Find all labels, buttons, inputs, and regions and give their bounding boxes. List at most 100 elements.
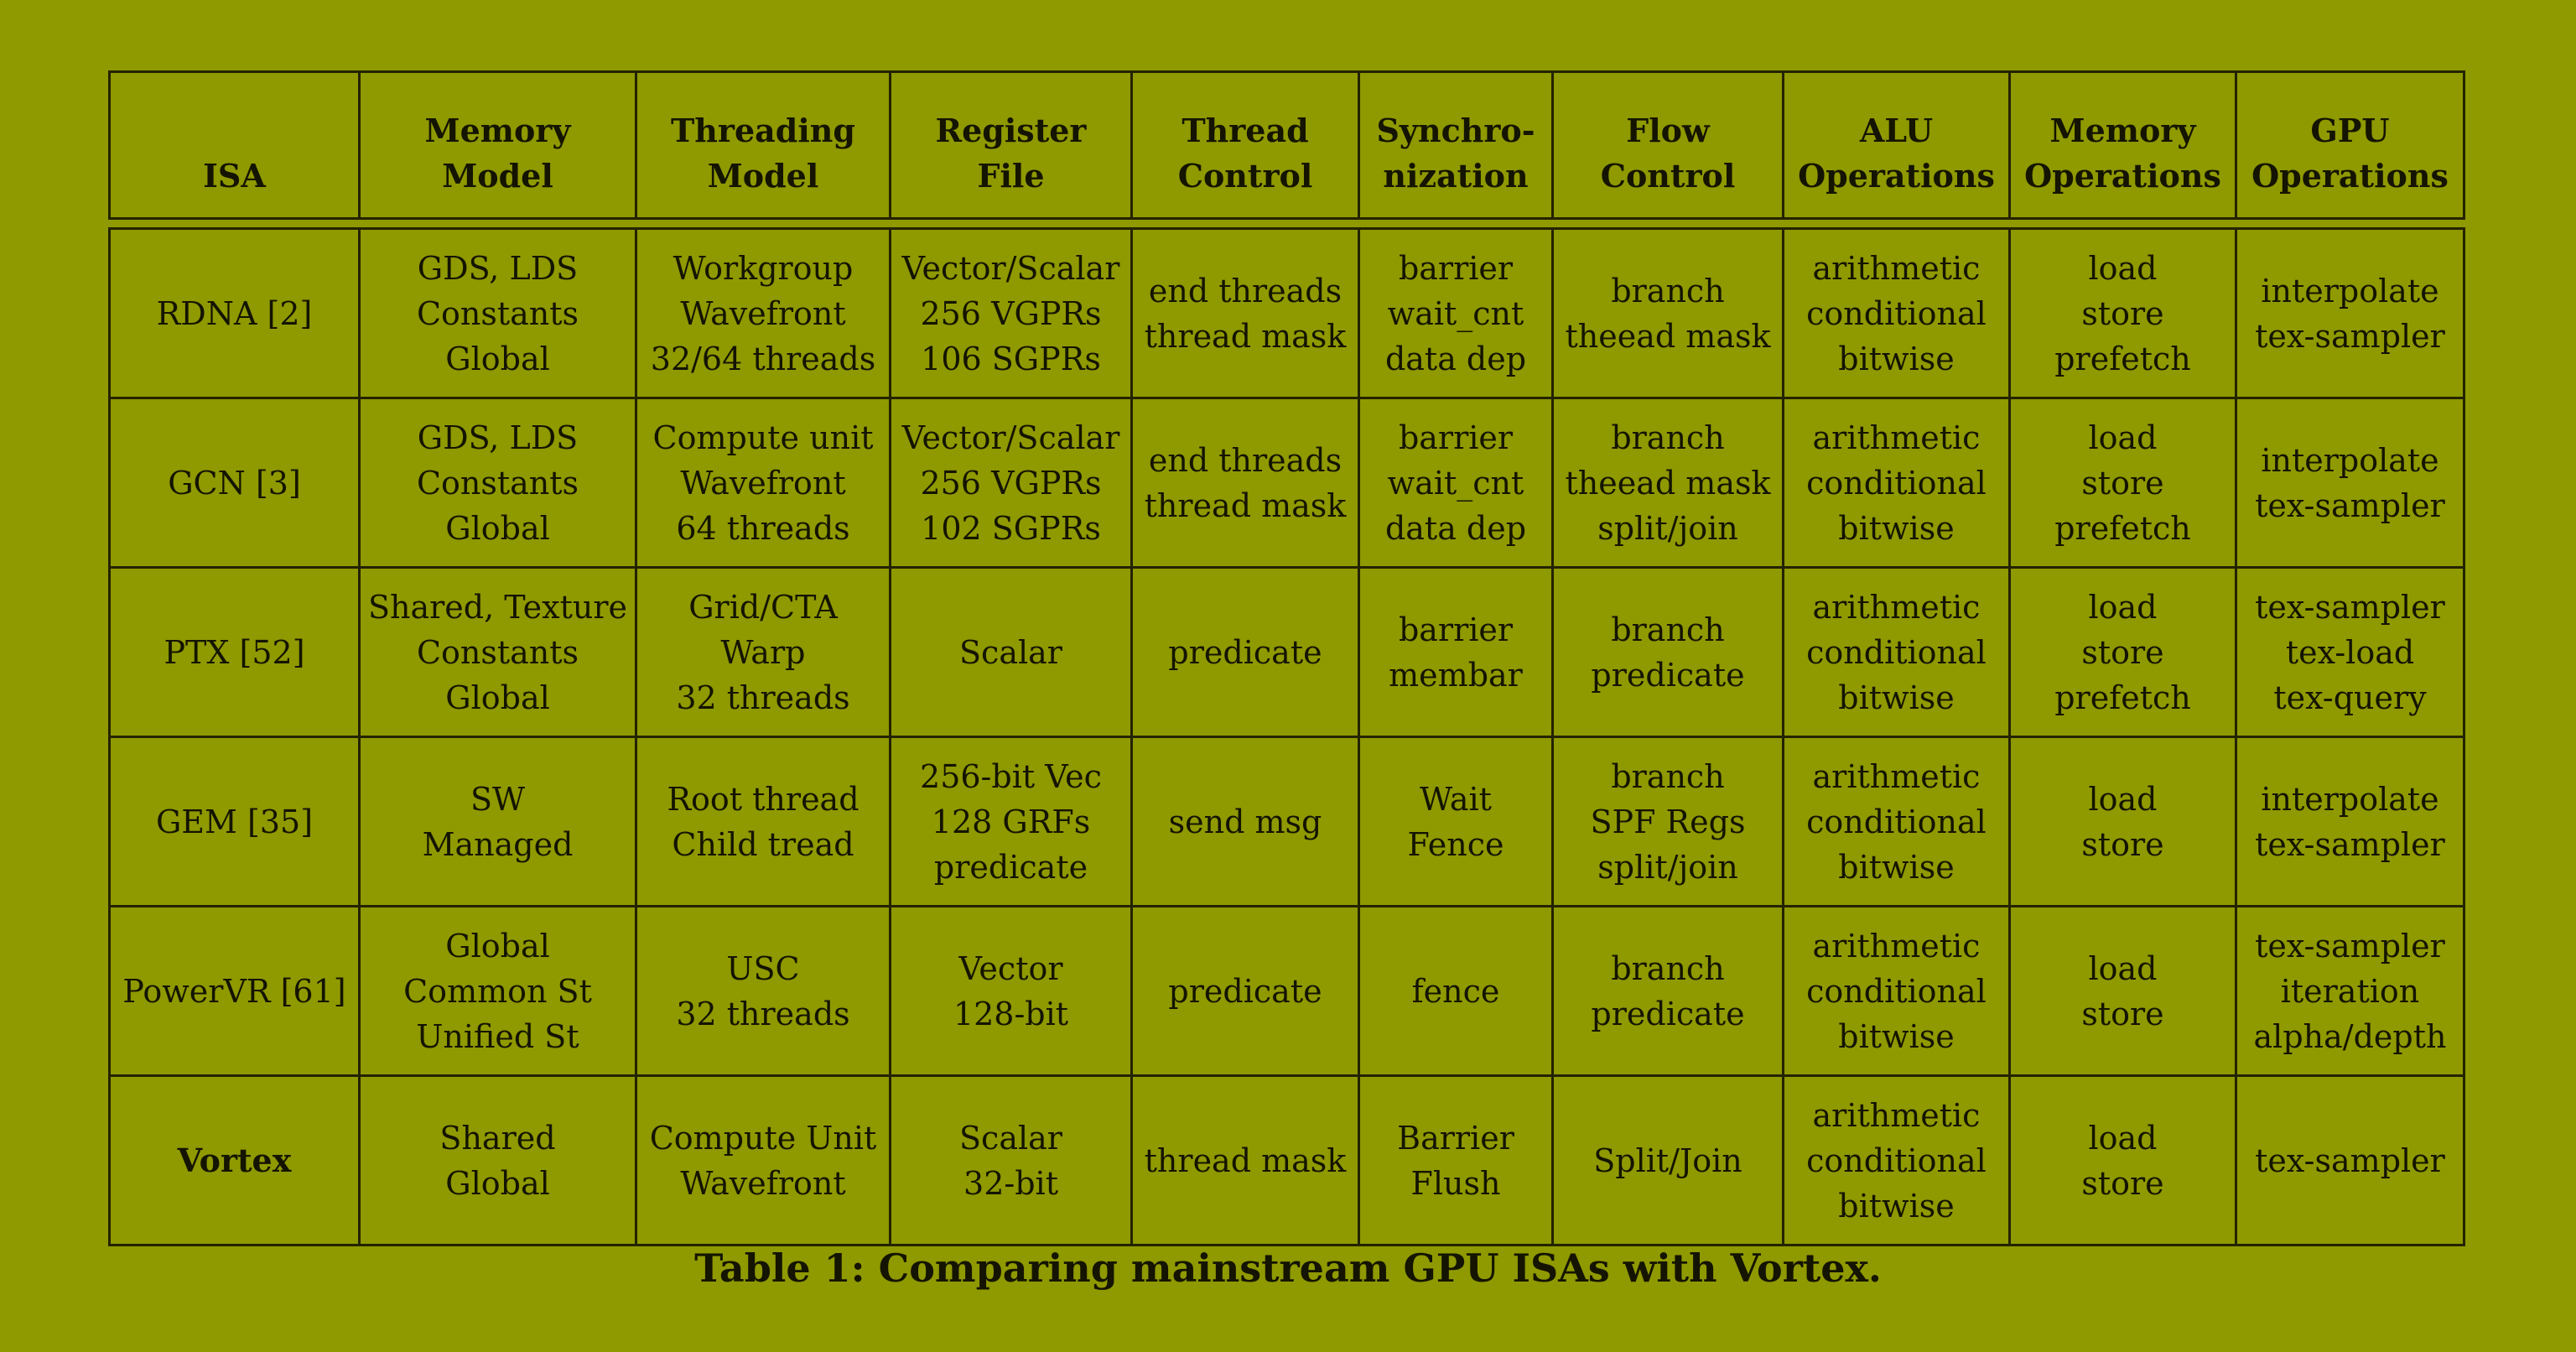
cell-line: alpha/depth bbox=[2253, 1017, 2447, 1055]
cell-line: split/join bbox=[1597, 848, 1738, 886]
cell-line: load bbox=[2088, 949, 2158, 987]
cell-line: wait_cnt bbox=[1387, 464, 1524, 502]
cell-line: Barrier bbox=[1397, 1119, 1514, 1157]
cell-line: tex-load bbox=[2285, 633, 2415, 671]
cell-line: 102 SGPRs bbox=[921, 509, 1101, 547]
table-cell: branch theead mask bbox=[1551, 227, 1784, 399]
column-header: Threading Model bbox=[635, 70, 891, 220]
cell-line: barrier bbox=[1398, 611, 1514, 648]
cell-line: arithmetic bbox=[1812, 419, 1981, 456]
cell-line: predicate bbox=[1168, 633, 1322, 671]
cell-line: conditional bbox=[1806, 972, 1987, 1010]
comparison-table-container: ISA Memory Model Threading Model Register File… bbox=[108, 70, 2465, 1246]
cell-line: Shared bbox=[439, 1119, 556, 1157]
cell-line: bitwise bbox=[1838, 679, 1955, 716]
cell-line: Compute Unit bbox=[649, 1119, 877, 1157]
cell-line: membar bbox=[1389, 656, 1523, 694]
table-cell: arithmetic conditional bitwise bbox=[1782, 566, 2011, 738]
table-cell: load store prefetch bbox=[2008, 566, 2237, 738]
table-cell: Grid/CTA Warp 32 threads bbox=[635, 566, 891, 738]
cell-line: Wavefront bbox=[680, 464, 846, 502]
cell-line: Workgroup bbox=[673, 249, 854, 287]
cell-line: Flush bbox=[1410, 1164, 1501, 1202]
column-header-line: Operations bbox=[1798, 157, 1995, 195]
table-cell: Scalar bbox=[889, 566, 1133, 738]
isa-comparison-table: ISA Memory Model Threading Model Register File… bbox=[108, 70, 2465, 1246]
cell-line: bitwise bbox=[1838, 340, 1955, 377]
table-cell: interpolate tex-sampler bbox=[2235, 397, 2465, 569]
table-cell: interpolate tex-sampler bbox=[2235, 736, 2465, 907]
cell-line: SW bbox=[470, 780, 526, 818]
table-cell: load store prefetch bbox=[2008, 227, 2237, 399]
separator-cell bbox=[359, 217, 636, 230]
column-header-line: Thread bbox=[1182, 112, 1309, 149]
column-header-line: ISA bbox=[203, 157, 266, 195]
column-header-line: GPU bbox=[2310, 112, 2390, 149]
cell-line: tex-sampler bbox=[2255, 486, 2445, 524]
cell-line: 32 threads bbox=[676, 995, 850, 1032]
cell-line: SPF Regs bbox=[1590, 803, 1746, 840]
separator-cell bbox=[1358, 217, 1553, 230]
table-cell: branch predicate bbox=[1551, 566, 1784, 738]
cell-line: 32/64 threads bbox=[650, 340, 876, 377]
cell-line: theead mask bbox=[1565, 464, 1771, 502]
table-cell: Shared, Texture Constants Global bbox=[358, 566, 637, 738]
cell-line: arithmetic bbox=[1812, 757, 1981, 795]
cell-line: Global bbox=[445, 1164, 550, 1202]
table-cell: USC 32 threads bbox=[635, 905, 891, 1077]
cell-line: Wait bbox=[1420, 780, 1492, 818]
table-row: RDNA [2] GDS, LDS Constants Global Workgroup… bbox=[108, 227, 2465, 399]
table-cell: Shared Global bbox=[358, 1074, 637, 1246]
cell-line: USC bbox=[726, 949, 800, 987]
column-header: Synchro-nization bbox=[1358, 70, 1554, 220]
table-cell: arithmetic conditional bitwise bbox=[1782, 227, 2011, 399]
cell-line: Wavefront bbox=[680, 294, 846, 332]
column-header-line: Operations bbox=[2251, 157, 2449, 195]
column-header-line: Register bbox=[935, 112, 1087, 149]
cell-line: Grid/CTA bbox=[688, 588, 838, 626]
table-cell: arithmetic conditional bitwise bbox=[1782, 397, 2011, 569]
cell-line: bitwise bbox=[1838, 1187, 1955, 1225]
separator-cell bbox=[1131, 217, 1359, 230]
cell-line: prefetch bbox=[2054, 679, 2191, 716]
cell-line: Constants bbox=[416, 633, 579, 671]
table-cell: arithmetic conditional bitwise bbox=[1782, 1074, 2011, 1246]
cell-line: store bbox=[2081, 1164, 2164, 1202]
cell-line: wait_cnt bbox=[1387, 294, 1524, 332]
table-header: ISA Memory Model Threading Model Register File… bbox=[108, 70, 2465, 220]
cell-line: Vector bbox=[958, 949, 1063, 987]
column-header: ISA bbox=[108, 70, 361, 220]
cell-line: Vector/Scalar bbox=[901, 249, 1120, 287]
table-cell: branch theead mask split/join bbox=[1551, 397, 1784, 569]
cell-line: load bbox=[2088, 780, 2158, 818]
cell-line: 64 threads bbox=[676, 509, 850, 547]
cell-line: GEM [35] bbox=[155, 803, 314, 840]
column-header-line: nization bbox=[1383, 157, 1529, 195]
cell-line: end threads bbox=[1148, 441, 1343, 479]
column-header: Register File bbox=[889, 70, 1133, 220]
table-cell: arithmetic conditional bitwise bbox=[1782, 736, 2011, 907]
cell-line: Global bbox=[445, 340, 550, 377]
cell-line: interpolate bbox=[2261, 441, 2439, 479]
cell-line: branch bbox=[1611, 611, 1725, 648]
table-cell: Wait Fence bbox=[1358, 736, 1554, 907]
table-cell: load store prefetch bbox=[2008, 397, 2237, 569]
cell-line: bitwise bbox=[1838, 1017, 1955, 1055]
cell-line: 256 VGPRs bbox=[920, 464, 1102, 502]
cell-line: bitwise bbox=[1838, 848, 1955, 886]
cell-line: send msg bbox=[1168, 803, 1322, 840]
column-header-line: Control bbox=[1177, 157, 1313, 195]
column-header-line: Control bbox=[1600, 157, 1736, 195]
table-cell: predicate bbox=[1130, 905, 1360, 1077]
cell-line: load bbox=[2088, 419, 2158, 456]
cell-line: predicate bbox=[1591, 995, 1745, 1032]
column-header: ALU Operations bbox=[1782, 70, 2011, 220]
cell-line: branch bbox=[1611, 419, 1725, 456]
cell-line: end threads bbox=[1148, 272, 1343, 309]
isa-name-cell: GCN [3] bbox=[108, 397, 361, 569]
cell-line: arithmetic bbox=[1812, 927, 1981, 965]
table-cell: Scalar 32-bit bbox=[889, 1074, 1133, 1246]
cell-line: PTX [52] bbox=[164, 633, 305, 671]
cell-line: predicate bbox=[933, 848, 1088, 886]
cell-line: branch bbox=[1611, 272, 1725, 309]
